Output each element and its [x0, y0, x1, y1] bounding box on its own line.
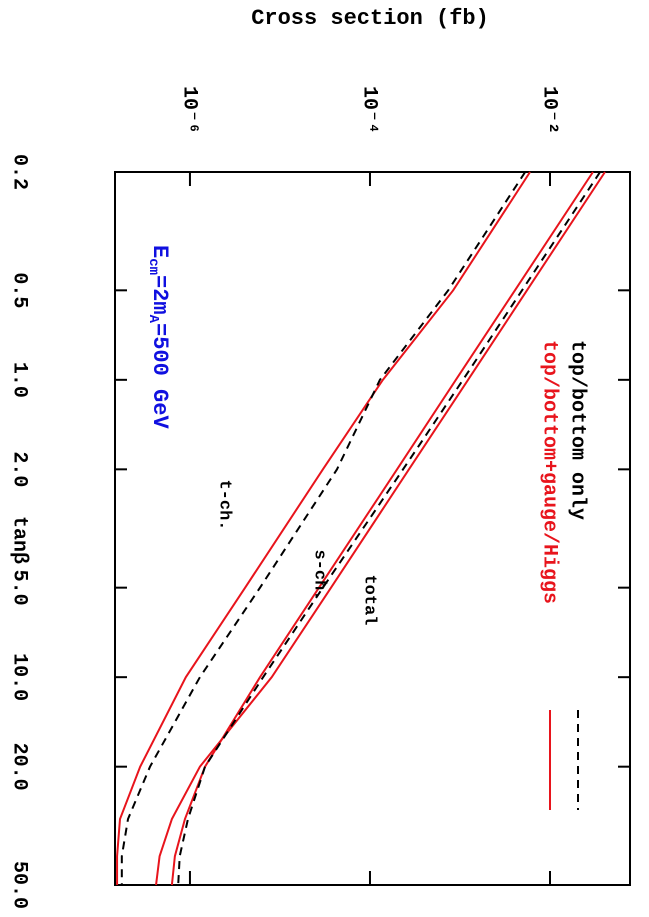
y-axis-label: Cross section (fb)	[251, 6, 489, 31]
y-tick-label: 10⁻⁴	[358, 86, 381, 134]
legend-label: top/bottom only	[566, 340, 589, 520]
curve	[177, 171, 601, 886]
legend-label: top/bottom+gauge/Higgs	[538, 340, 561, 604]
rotated-plot: Cross section (fb) tanβ 0.2 0.5 1.0 2.0 5.0 1…	[8, 6, 631, 909]
x-tick-label: 1.0	[8, 362, 31, 398]
x-axis-label: tanβ	[8, 516, 31, 564]
energy-label-part: cm	[145, 258, 161, 275]
x-tick-label: 50.0	[8, 861, 31, 909]
energy-label-part: =500 GeV	[147, 323, 172, 429]
x-tick-label: 5.0	[8, 570, 31, 606]
energy-label-part: =2m	[147, 275, 172, 315]
curve	[155, 171, 606, 886]
curve-annotation: total	[360, 574, 379, 625]
x-tick-label: 0.2	[8, 154, 31, 190]
x-tick-label: 20.0	[8, 743, 31, 791]
curve-annotation: t-ch.	[215, 479, 234, 530]
x-tick-label: 2.0	[8, 451, 31, 487]
x-tick-label: 0.5	[8, 272, 31, 308]
x-tick-label: 10.0	[8, 653, 31, 701]
plot-frame	[114, 171, 631, 886]
curve	[170, 171, 594, 886]
curve-annotation: s-ch.	[310, 549, 329, 600]
energy-label-part: A	[145, 315, 161, 324]
y-tick-label: 10⁻⁶	[178, 86, 201, 134]
energy-label-part: E	[147, 245, 172, 258]
curve	[120, 171, 527, 885]
energy-label: Ecm=2mA=500 GeV	[145, 245, 172, 429]
y-tick-label: 10⁻²	[538, 86, 561, 134]
curve	[116, 171, 531, 885]
